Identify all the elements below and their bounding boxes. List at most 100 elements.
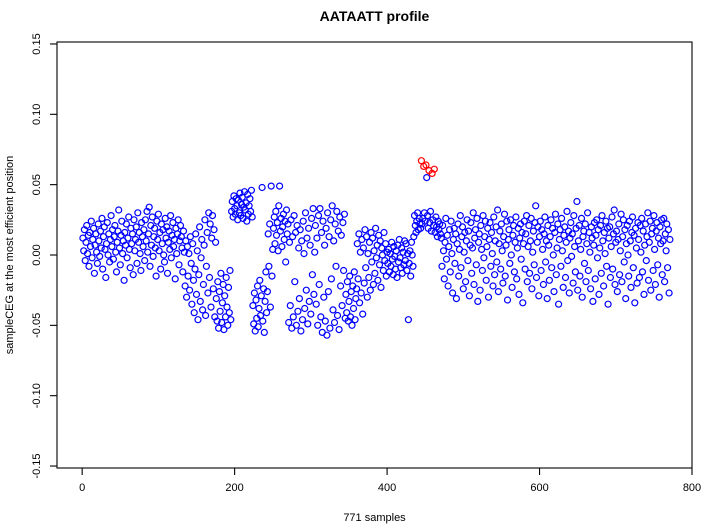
data-point (354, 275, 362, 283)
data-point (328, 202, 336, 210)
data-point (93, 259, 102, 267)
data-point (455, 272, 463, 280)
data-point (349, 304, 358, 313)
data-point (152, 272, 160, 280)
data-point (437, 234, 445, 242)
data-point (138, 233, 146, 241)
data-point (98, 214, 106, 222)
data-point (396, 254, 404, 262)
data-point (399, 248, 407, 256)
data-point (554, 220, 562, 228)
data-point (137, 266, 145, 275)
data-point (128, 230, 137, 238)
data-point (486, 219, 494, 227)
data-point (122, 220, 131, 228)
data-point (171, 275, 179, 283)
data-point (596, 244, 604, 252)
data-point (442, 255, 451, 263)
data-point (638, 268, 647, 276)
data-point (355, 230, 363, 238)
data-point (473, 214, 481, 222)
data-point (296, 226, 304, 234)
data-point (218, 318, 226, 327)
data-point (557, 214, 566, 222)
data-point (198, 235, 206, 244)
data-point (574, 237, 583, 245)
data-point (274, 247, 282, 255)
y-tick-label: -0.15 (31, 453, 43, 478)
data-point (442, 214, 450, 222)
data-point (650, 245, 659, 253)
data-point (254, 323, 262, 331)
data-point (638, 214, 646, 222)
data-point (224, 283, 233, 291)
data-point (382, 240, 390, 248)
data-point (541, 258, 550, 266)
data-point (581, 220, 589, 228)
data-point (371, 269, 379, 277)
data-point (272, 207, 280, 215)
data-point (535, 292, 543, 300)
data-point (628, 213, 637, 221)
data-point (207, 303, 215, 311)
data-point (203, 228, 211, 237)
data-point (250, 289, 258, 297)
data-point (167, 254, 175, 262)
data-point (651, 280, 660, 289)
data-point (487, 262, 495, 270)
data-point (470, 280, 478, 289)
data-point (650, 212, 658, 220)
data-point (316, 205, 324, 213)
data-point (218, 299, 226, 307)
data-point (609, 265, 617, 273)
data-point (219, 280, 227, 289)
data-point (606, 223, 614, 231)
data-point (195, 271, 203, 279)
data-point (608, 213, 616, 221)
data-point (331, 220, 339, 228)
data-point (519, 299, 527, 307)
data-point (82, 238, 90, 246)
data-point (541, 213, 549, 221)
data-point (212, 238, 220, 246)
data-point (111, 221, 119, 230)
data-point (426, 207, 435, 215)
data-point (104, 251, 112, 259)
data-point (95, 237, 103, 245)
data-point (257, 292, 265, 300)
data-point (476, 286, 484, 294)
data-point (504, 235, 512, 244)
data-point (85, 262, 93, 270)
data-point (124, 234, 132, 242)
data-point (595, 290, 603, 298)
data-point (298, 316, 307, 324)
data-point (562, 238, 570, 246)
data-point (423, 174, 431, 182)
data-point (356, 299, 364, 307)
data-point (652, 227, 660, 235)
data-point (217, 269, 225, 277)
data-point (465, 292, 473, 300)
data-point (524, 243, 532, 251)
data-point (663, 220, 671, 228)
data-point (317, 228, 326, 237)
data-point (190, 309, 198, 317)
data-point (577, 214, 586, 222)
data-point (266, 220, 274, 228)
data-point (196, 297, 204, 305)
data-point (375, 261, 384, 269)
data-point (372, 254, 380, 262)
data-point (340, 210, 348, 218)
data-point (480, 254, 488, 262)
data-point (118, 250, 127, 258)
data-point (644, 276, 653, 284)
data-point (209, 285, 217, 293)
data-point (483, 243, 491, 251)
x-tick-label: 200 (225, 482, 243, 494)
data-point (298, 237, 306, 245)
data-point (513, 275, 521, 283)
chart-title: AATAATT profile (320, 8, 430, 24)
data-point (547, 216, 555, 224)
data-point (474, 297, 482, 305)
